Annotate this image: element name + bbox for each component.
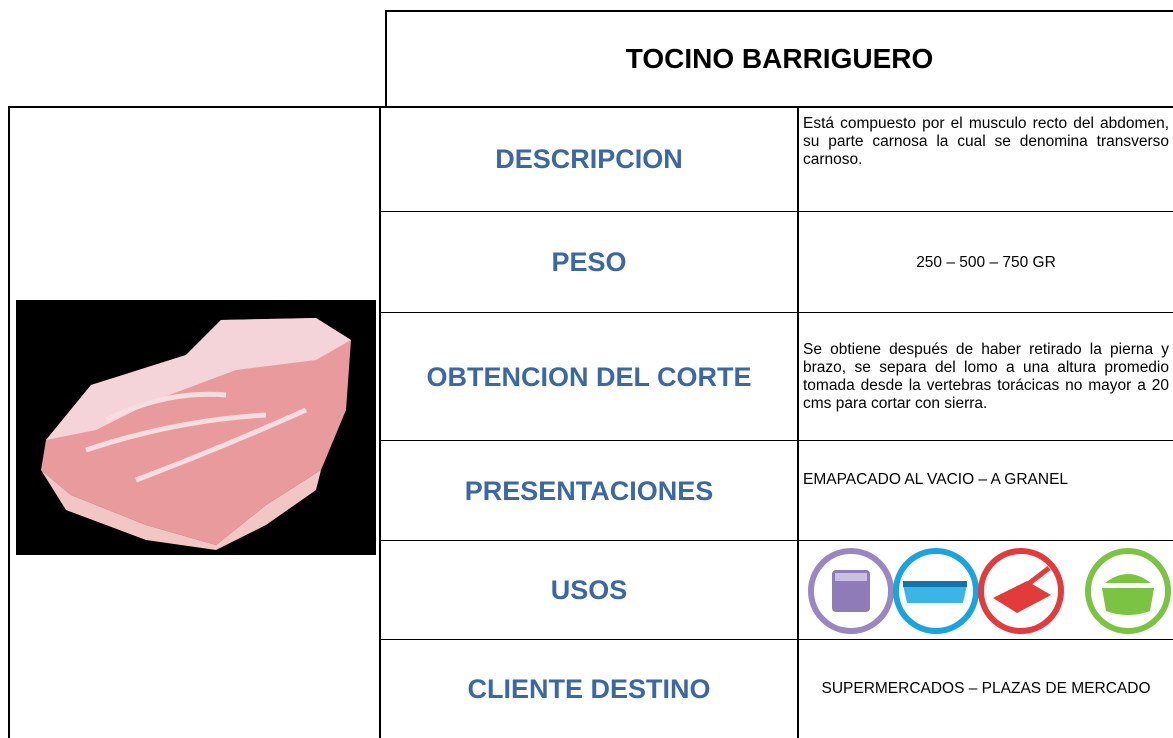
border bbox=[379, 106, 381, 738]
row-label: USOS bbox=[550, 575, 628, 605]
usage-icons bbox=[808, 548, 1171, 634]
border bbox=[380, 639, 1173, 640]
product-image bbox=[16, 300, 376, 555]
row-value: 250 – 500 – 750 GR bbox=[803, 212, 1169, 313]
row-value-text: EMAPACADO AL VACIO – A GRANEL bbox=[803, 471, 1069, 488]
border bbox=[380, 540, 1173, 541]
border bbox=[385, 10, 387, 107]
border bbox=[380, 312, 1173, 313]
row-label: PESO bbox=[551, 247, 627, 277]
title: TOCINO BARRIGUERO bbox=[625, 42, 934, 74]
row-label: CLIENTE DESTINO bbox=[467, 673, 711, 704]
row-value-text: Se obtiene después de haber retirado la … bbox=[803, 341, 1169, 412]
row-label: OBTENCION DEL CORTE bbox=[426, 361, 752, 392]
row-value-text: SUPERMERCADOS – PLAZAS DE MERCADO bbox=[821, 680, 1151, 697]
border bbox=[380, 440, 1173, 441]
row-label: DESCRIPCION bbox=[495, 144, 683, 174]
row-value: Está compuesto por el musculo recto del … bbox=[803, 107, 1169, 220]
row-value-text: Está compuesto por el musculo recto del … bbox=[803, 115, 1169, 168]
row-value-text: 250 – 500 – 750 GR bbox=[916, 253, 1056, 271]
border bbox=[380, 211, 1173, 212]
border bbox=[8, 106, 1173, 108]
row-value: Se obtiene después de haber retirado la … bbox=[803, 313, 1169, 441]
border bbox=[8, 106, 10, 738]
row-value: EMAPACADO AL VACIO – A GRANEL bbox=[803, 441, 1169, 571]
border bbox=[386, 10, 1173, 12]
border bbox=[797, 106, 799, 738]
row-label: PRESENTACIONES bbox=[464, 475, 714, 506]
row-value: SUPERMERCADOS – PLAZAS DE MERCADO bbox=[803, 640, 1169, 738]
